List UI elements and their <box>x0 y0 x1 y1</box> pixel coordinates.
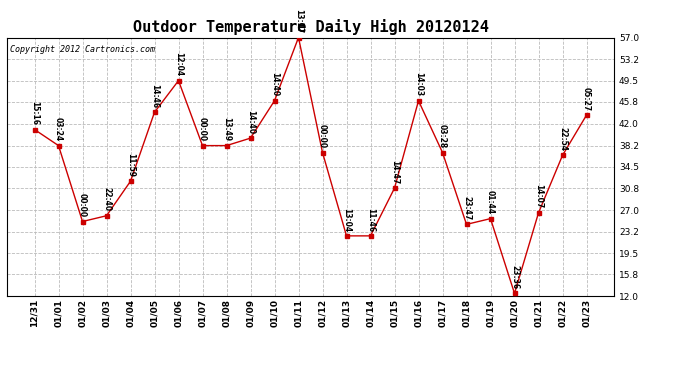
Text: 03:28: 03:28 <box>438 124 447 148</box>
Text: 11:59: 11:59 <box>126 153 135 177</box>
Text: 13:49: 13:49 <box>222 117 231 141</box>
Text: 22:40: 22:40 <box>102 188 111 211</box>
Text: 11:46: 11:46 <box>366 208 375 232</box>
Text: 01:44: 01:44 <box>486 190 495 214</box>
Text: 00:00: 00:00 <box>198 117 207 141</box>
Text: 14:47: 14:47 <box>390 160 399 184</box>
Text: 14:46: 14:46 <box>150 84 159 108</box>
Text: 00:00: 00:00 <box>78 193 87 217</box>
Text: 22:54: 22:54 <box>558 127 567 151</box>
Text: 14:03: 14:03 <box>414 72 423 97</box>
Text: 12:04: 12:04 <box>174 53 183 76</box>
Title: Outdoor Temperature Daily High 20120124: Outdoor Temperature Daily High 20120124 <box>132 19 489 35</box>
Text: 00:00: 00:00 <box>318 124 327 148</box>
Text: 13:17: 13:17 <box>294 9 303 33</box>
Text: 03:24: 03:24 <box>54 117 63 141</box>
Text: 23:36: 23:36 <box>510 265 519 289</box>
Text: 05:27: 05:27 <box>582 87 591 111</box>
Text: 15:16: 15:16 <box>30 101 39 125</box>
Text: 14:07: 14:07 <box>534 184 543 209</box>
Text: 14:40: 14:40 <box>270 72 279 97</box>
Text: 13:04: 13:04 <box>342 208 351 232</box>
Text: Copyright 2012 Cartronics.com: Copyright 2012 Cartronics.com <box>10 45 155 54</box>
Text: 23:47: 23:47 <box>462 196 471 220</box>
Text: 14:40: 14:40 <box>246 110 255 134</box>
